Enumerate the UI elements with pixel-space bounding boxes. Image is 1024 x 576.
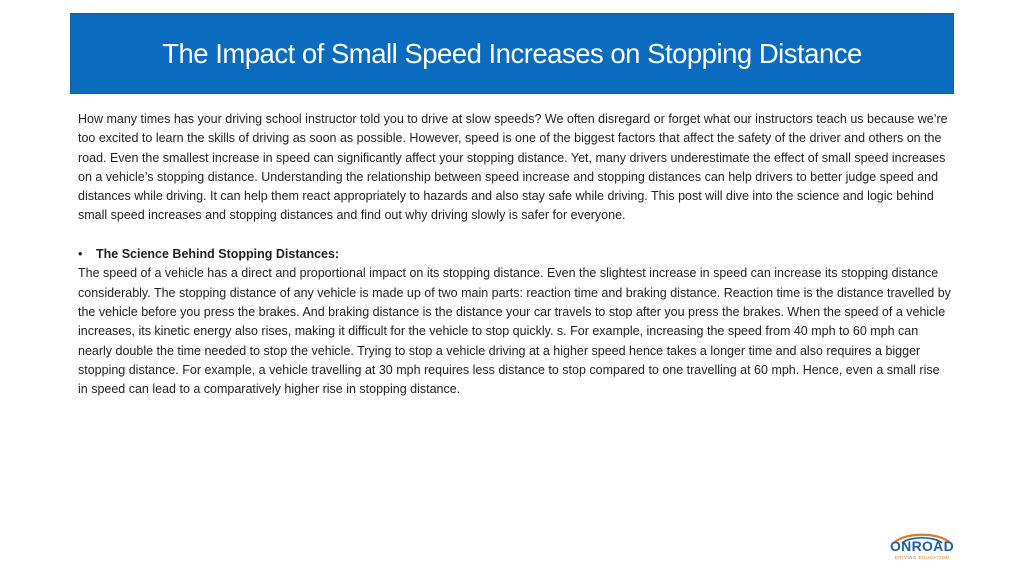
car-arc-icon	[893, 533, 951, 544]
section-heading: The Science Behind Stopping Distances:	[96, 247, 340, 262]
science-paragraph: The speed of a vehicle has a direct and …	[78, 266, 951, 397]
title-banner: The Impact of Small Speed Increases on S…	[70, 13, 954, 94]
intro-paragraph: How many times has your driving school i…	[78, 112, 948, 223]
bullet-symbol: •	[78, 247, 83, 262]
logo-tagline: DRIVING EDUCATION	[894, 555, 950, 560]
article-body: How many times has your driving school i…	[78, 110, 952, 399]
logo-wordmark: ONROAD	[889, 538, 955, 554]
page-title: The Impact of Small Speed Increases on S…	[162, 37, 862, 69]
onroad-logo: ONROAD DRIVING EDUCATION	[884, 530, 960, 564]
bullet-item: • The Science Behind Stopping Distances:	[78, 245, 952, 264]
